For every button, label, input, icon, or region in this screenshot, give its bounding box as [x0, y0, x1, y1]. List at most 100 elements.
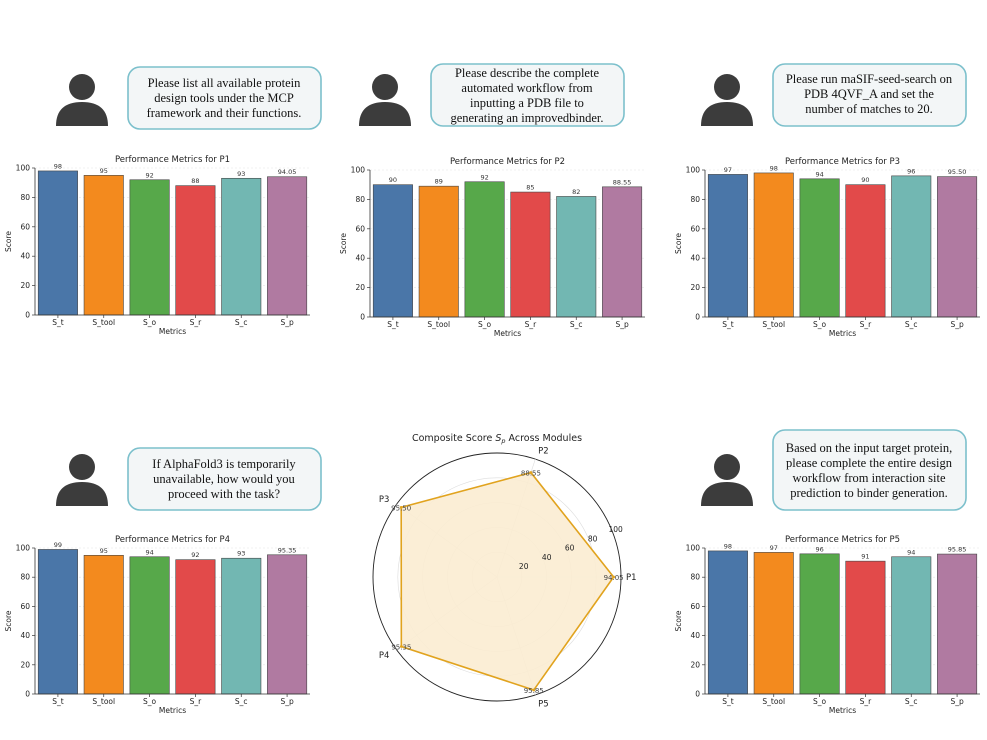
prompt-text-line: If AlphaFold3 is temporarily [152, 457, 296, 471]
y-tick-label: 100 [686, 544, 701, 553]
bar-s-t [707, 174, 748, 318]
radar-chart: Composite Score Sp Across Modules 20 40 60 8… [372, 433, 637, 709]
prompt-text-line: unavailable, how would you [153, 472, 295, 486]
x-tick-label: S_o [143, 697, 157, 706]
bar-value-label: 89 [435, 178, 443, 186]
user-icon [56, 454, 108, 506]
radar-tick-label: 60 [565, 544, 575, 553]
user-icon [56, 74, 108, 126]
bar-value-label: 95.50 [948, 168, 967, 176]
y-axis-label: Score [674, 610, 683, 631]
bar-value-label: 88.55 [613, 178, 632, 186]
y-axis-label: Score [339, 233, 348, 254]
radar-axis-label: P1 [626, 573, 637, 583]
bar-chart-2: Performance Metrics for P2 0 20 40 60 80 100 90… [339, 157, 645, 338]
bar-s-o [464, 181, 505, 318]
user-head [69, 74, 95, 100]
y-tick-label: 20 [690, 660, 700, 669]
y-tick-label: 20 [690, 283, 700, 292]
radar-value-label: 95.85 [524, 687, 544, 695]
y-tick-label: 40 [690, 631, 700, 640]
bar-s-t [707, 550, 748, 695]
x-tick-label: S_t [52, 697, 64, 706]
y-tick-label: 60 [20, 602, 30, 611]
bar-s-r [845, 560, 886, 695]
bar-value-label: 88 [191, 177, 199, 185]
x-tick-label: S_tool [762, 320, 785, 329]
radar-axis-label: P4 [379, 651, 390, 661]
bar-s-p [602, 186, 643, 318]
user-head [372, 74, 398, 100]
bar-value-label: 97 [724, 166, 732, 174]
x-axis-label: Metrics [159, 327, 186, 336]
bar-s-t [37, 170, 78, 316]
bar-s-p [937, 553, 978, 695]
x-tick-label: S_c [905, 697, 918, 706]
y-tick-label: 40 [20, 631, 30, 640]
x-tick-label: S_p [950, 320, 964, 329]
prompt-text-line: automated workflow from [461, 81, 592, 95]
radar-tick-label: 40 [542, 553, 552, 562]
user-body [56, 482, 108, 506]
x-axis-label: Metrics [159, 706, 186, 715]
y-tick-label: 40 [355, 254, 365, 263]
prompt-text-line: workflow from interaction site [792, 471, 946, 485]
radar-area [400, 471, 615, 691]
x-tick-label: S_r [860, 697, 873, 706]
bar-s-c [556, 196, 597, 318]
x-tick-label: S_tool [92, 697, 115, 706]
radar-value-label: 88.55 [521, 470, 541, 478]
radar-point [399, 645, 403, 648]
x-tick-label: S_r [190, 318, 203, 327]
radar-axis-label: P2 [538, 447, 549, 457]
radar-point [399, 505, 403, 509]
x-tick-label: S_tool [762, 697, 785, 706]
bar-value-label: 95.85 [948, 546, 967, 554]
bar-s-tool [83, 554, 124, 695]
bar-s-o [129, 556, 170, 695]
bar-value-label: 95 [100, 167, 108, 175]
x-axis-label: Metrics [829, 329, 856, 338]
y-tick-label: 100 [16, 164, 31, 173]
user-icon [701, 74, 753, 126]
user-body [359, 102, 411, 126]
y-tick-label: 100 [686, 166, 701, 175]
y-tick-label: 80 [355, 195, 365, 204]
bar-s-c [221, 177, 262, 316]
prompt-text-line: PDB 4QVF_A and set the [804, 87, 934, 101]
bar-s-p [937, 176, 978, 318]
x-tick-label: S_o [478, 320, 492, 329]
y-axis-label: Score [674, 233, 683, 254]
prompt-bubble [127, 66, 322, 130]
prompt-text-line: proceed with the task? [168, 487, 281, 501]
radar-point [612, 575, 616, 579]
x-tick-label: S_r [525, 320, 538, 329]
bar-s-t [37, 549, 78, 695]
y-tick-label: 0 [25, 690, 30, 699]
bar-s-tool [753, 552, 794, 695]
bar-chart-3: Performance Metrics for P3 0 20 40 60 80 100 97… [674, 157, 980, 338]
user-icon [359, 74, 411, 126]
bar-chart-6: Performance Metrics for P5 0 20 40 60 80 100 98… [674, 535, 980, 715]
bar-s-p [267, 554, 308, 695]
radar-value-label: 95.35 [391, 643, 411, 651]
bar-value-label: 94.05 [278, 168, 297, 176]
x-tick-label: S_o [813, 697, 827, 706]
chart-title: Performance Metrics for P4 [115, 535, 230, 545]
bar-value-label: 96 [907, 167, 915, 175]
y-tick-label: 0 [25, 311, 30, 320]
x-tick-label: S_r [860, 320, 873, 329]
prompt-text-line: inputting a PDB file to [470, 96, 584, 110]
chart-title: Performance Metrics for P1 [115, 155, 230, 165]
x-tick-label: S_p [280, 318, 294, 327]
radar-tick-label: 20 [519, 562, 529, 571]
x-tick-label: S_tool [92, 318, 115, 327]
bar-s-o [129, 179, 170, 316]
prompt-group-5: Based on the input target protein,please… [701, 429, 967, 511]
x-axis-label: Metrics [494, 329, 521, 338]
title-suffix: Across Modules [506, 433, 583, 444]
chart-title: Performance Metrics for P2 [450, 157, 565, 167]
bar-value-label: 92 [145, 171, 153, 179]
user-body [56, 102, 108, 126]
bar-value-label: 90 [861, 176, 869, 184]
